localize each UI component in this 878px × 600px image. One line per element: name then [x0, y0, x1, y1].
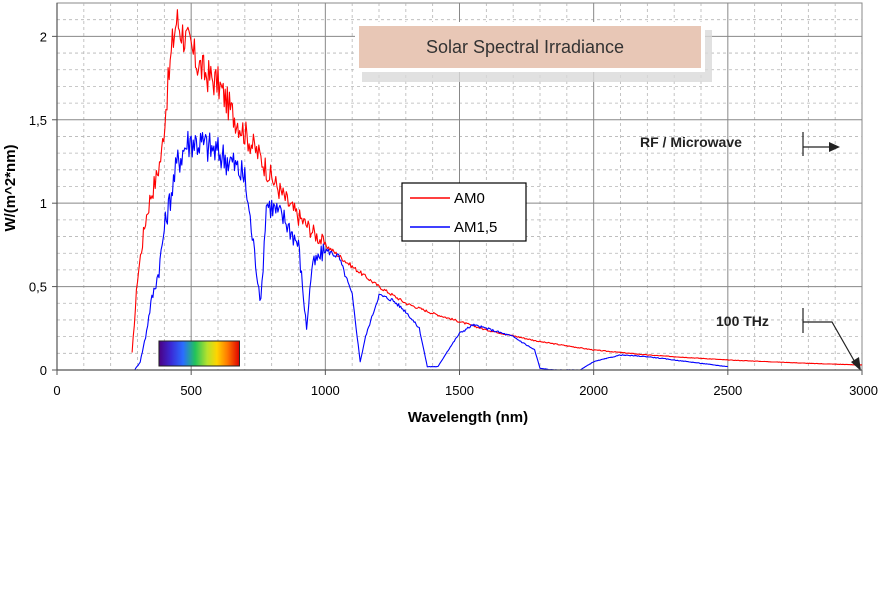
- visible-spectrum-inset: [158, 340, 240, 367]
- legend: AM0 AM1,5: [401, 182, 527, 242]
- series-layer: [131, 9, 863, 371]
- y-axis-title: W/(m^2*nm): [2, 144, 19, 231]
- y-tick-label: 1,5: [29, 113, 47, 128]
- x-axis-title: Wavelength (nm): [408, 409, 528, 426]
- x-tick-label: 3000: [849, 383, 878, 398]
- annotation-100thz-arrow-line: [803, 321, 857, 365]
- axes-layer: 0 500 1000 1500 2000 2500 3000 0 0,5 1 1,5 2: [29, 3, 878, 398]
- annotation-rf-microwave: RF / Microwave: [640, 132, 840, 156]
- annotation-rf-microwave-label: RF / Microwave: [640, 134, 742, 150]
- series-line-am15: [134, 130, 728, 371]
- chart-title: Solar Spectral Irradiance: [426, 37, 624, 57]
- annotation-100thz-arrowhead: [851, 357, 861, 371]
- legend-label-am15: AM1,5: [454, 219, 497, 236]
- x-tick-label: 0: [53, 383, 60, 398]
- annotation-100thz: 100 THz: [716, 308, 861, 371]
- x-tick-label: 2500: [713, 383, 742, 398]
- chart-title-box: Solar Spectral Irradiance: [355, 22, 712, 82]
- legend-label-am0: AM0: [454, 190, 485, 207]
- annotation-100thz-label: 100 THz: [716, 313, 769, 329]
- annotation-rf-arrowhead: [829, 142, 840, 152]
- y-tick-label: 0: [40, 363, 47, 378]
- x-tick-label: 1500: [445, 383, 474, 398]
- x-tick-label: 1000: [311, 383, 340, 398]
- y-tick-label: 1: [40, 196, 47, 211]
- x-tick-label: 2000: [579, 383, 608, 398]
- y-tick-label: 0,5: [29, 280, 47, 295]
- x-tick-label: 500: [180, 383, 202, 398]
- y-tick-label: 2: [40, 29, 47, 44]
